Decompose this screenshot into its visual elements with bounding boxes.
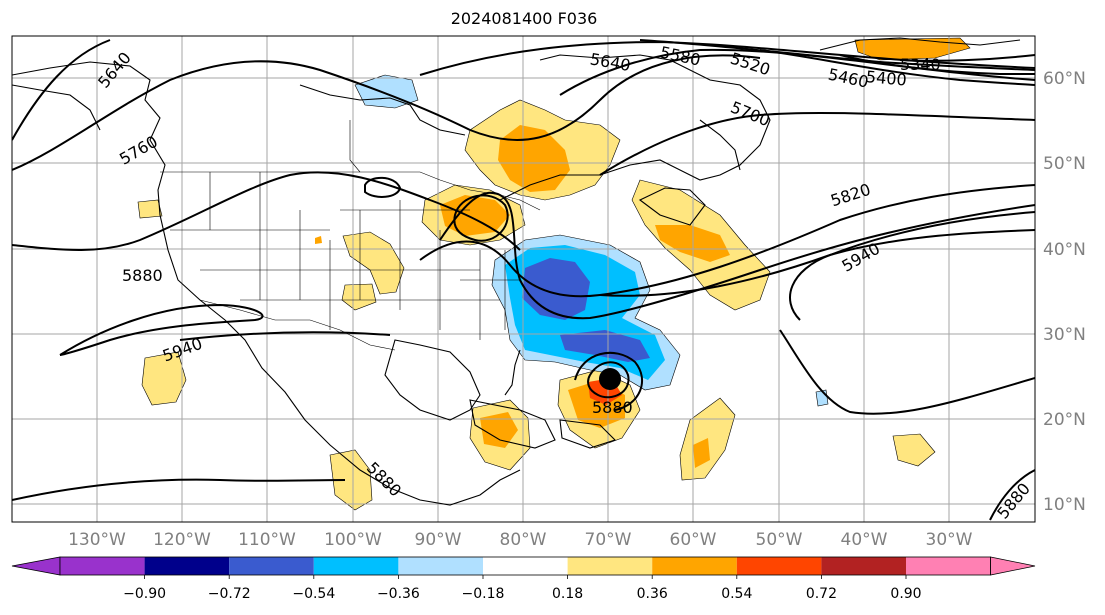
lon-label: 90°W (415, 530, 462, 550)
contour-5760-west (12, 54, 761, 171)
positive-anomaly-pacific (141, 351, 187, 406)
colorbar-tick-label: −0.54 (292, 586, 335, 602)
svg-text:5880: 5880 (122, 266, 163, 285)
contour-lakes-ring-small (364, 176, 402, 198)
colorbar-segment (906, 557, 991, 575)
colorbar-segment (398, 557, 483, 575)
lat-label: 10°N (1043, 495, 1086, 515)
colorbar-tick-label: 0.36 (637, 586, 668, 602)
contour-low-ring (587, 361, 630, 399)
positive-anomaly-east-caribbean-core (693, 438, 710, 468)
colorbar-segment (144, 557, 230, 575)
lon-label: 70°W (585, 530, 632, 550)
positive-anomaly-plains-small (315, 236, 322, 244)
positive-anomaly-southwest (341, 283, 377, 311)
positive-anomaly-cuba-core (480, 412, 518, 448)
lat-label: 60°N (1043, 69, 1086, 89)
lon-label: 30°W (926, 530, 973, 550)
lat-label: 30°N (1043, 325, 1086, 345)
lon-label: 60°W (670, 530, 717, 550)
lat-label: 50°N (1043, 154, 1086, 174)
svg-text:5400: 5400 (865, 67, 907, 89)
contour-5400 (839, 54, 1035, 75)
lat-label: 20°N (1043, 410, 1086, 430)
colorbar-segment (567, 557, 653, 575)
graticule (12, 36, 1035, 522)
lon-label: 120°W (153, 530, 211, 550)
contour-lakes-ring (453, 194, 509, 242)
colorbar-extend-low (11, 556, 61, 576)
contour-5340 (899, 54, 1035, 62)
latitude-labels: 60°N 50°N 40°N 30°N 20°N 10°N (1043, 69, 1086, 515)
colorbar-tick-label: −0.72 (208, 586, 251, 602)
colorbar-segment (821, 557, 906, 575)
colorbar-tick-label: 0.90 (890, 586, 921, 602)
svg-text:5880: 5880 (592, 398, 633, 417)
lon-label: 130°W (68, 530, 126, 550)
colorbar-segment (652, 557, 737, 575)
political-borders (160, 120, 541, 351)
colorbar-tick-label: −0.90 (123, 586, 166, 602)
longitude-labels: 130°W 120°W 110°W 100°W 90°W 80°W 70°W 6… (68, 530, 973, 550)
colorbar-segment (229, 557, 314, 575)
contour-5640-west (12, 39, 111, 141)
lon-label: 40°W (841, 530, 888, 550)
map-frame (11, 35, 1036, 523)
contour-low-ring-outer (574, 351, 644, 411)
positive-anomaly-canada-core (498, 125, 570, 192)
height-contours (12, 39, 1035, 521)
negative-anomaly-atlantic-core (560, 330, 650, 362)
contour-high-5940b (779, 329, 1035, 415)
colorbar-extend-high (990, 556, 1036, 576)
lat-label: 40°N (1043, 240, 1086, 260)
colorbar-tick-label: −0.36 (377, 586, 420, 602)
colorbar-segment (736, 557, 822, 575)
positive-anomaly-mexico (329, 449, 373, 511)
colorbar-segment (483, 557, 568, 575)
positive-anomaly-lakes-core (440, 195, 510, 236)
contour-high-5940 (789, 229, 1035, 321)
contour-5940-west (59, 303, 264, 356)
colorbar-segment (60, 557, 145, 575)
colorbar-tick-label: 0.54 (721, 586, 752, 602)
positive-anomaly-wa (137, 199, 163, 219)
lon-label: 100°W (324, 530, 382, 550)
colorbar-tick-label: −0.18 (462, 586, 505, 602)
contour-5940-south (179, 331, 391, 341)
contour-5460 (759, 49, 1035, 86)
svg-text:5340: 5340 (900, 55, 941, 74)
colorbar: −0.90 −0.72 −0.54 −0.36 −0.18 0.18 0.36 … (11, 556, 1036, 602)
hurricane-center-icon (599, 368, 621, 390)
lon-label: 110°W (238, 530, 296, 550)
map-title: 2024081400 F036 (450, 9, 598, 28)
lon-label: 80°W (500, 530, 547, 550)
colorbar-segment (313, 557, 399, 575)
contour-east-5880 (989, 469, 1035, 521)
positive-anomaly-greenland (854, 37, 971, 61)
colorbar-tick-label: 0.72 (806, 586, 837, 602)
contour-5820 (419, 184, 1035, 298)
contour-5880-south (12, 478, 346, 501)
positive-anomaly-plains (342, 231, 405, 295)
lon-label: 50°W (756, 530, 803, 550)
positive-anomaly-mid-atlantic (892, 433, 936, 467)
contour-trough (439, 191, 1035, 320)
contour-5700 (599, 111, 1035, 176)
colorbar-tick-label: 0.18 (552, 586, 583, 602)
